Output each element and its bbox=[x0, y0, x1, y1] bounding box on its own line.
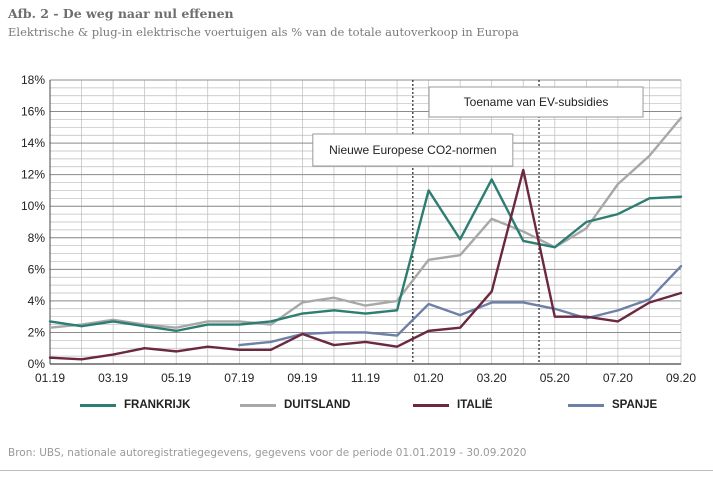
legend-swatch bbox=[80, 403, 116, 407]
x-tick-label: 05.19 bbox=[161, 371, 191, 385]
legend-item: DUITSLAND bbox=[240, 397, 350, 413]
annotation-label: Toename van EV-subsidies bbox=[464, 95, 609, 109]
series-line-itali bbox=[48, 168, 683, 361]
series-line-spanje bbox=[238, 264, 683, 347]
figure-title: Afb. 2 - De weg naar nul effenen bbox=[8, 6, 234, 21]
legend-label: DUITSLAND bbox=[284, 399, 351, 411]
series-line-frankrijk bbox=[48, 178, 683, 333]
legend-swatch bbox=[413, 403, 449, 407]
x-tick-label: 03.19 bbox=[98, 371, 128, 385]
annotation-box bbox=[312, 133, 514, 167]
x-tick-label: 07.19 bbox=[224, 371, 254, 385]
x-tick-label: 07.20 bbox=[603, 371, 633, 385]
legend-item: SPANJE bbox=[568, 397, 657, 413]
y-tick-label: 6% bbox=[28, 262, 46, 276]
legend-swatch bbox=[240, 403, 276, 407]
y-tick-label: 10% bbox=[21, 199, 45, 213]
figure-subtitle: Elektrische & plug-in elektrische voertu… bbox=[8, 25, 519, 39]
legend-item: ITALIË bbox=[413, 397, 493, 413]
x-tick-label: 09.19 bbox=[287, 371, 317, 385]
x-tick-label: 01.19 bbox=[35, 371, 65, 385]
x-tick-label: 01.20 bbox=[414, 371, 444, 385]
x-tick-label: 09.20 bbox=[666, 371, 696, 385]
x-tick-label: 05.20 bbox=[540, 371, 570, 385]
y-tick-label: 12% bbox=[21, 168, 45, 182]
bottom-divider bbox=[0, 470, 713, 471]
y-tick-label: 8% bbox=[28, 231, 46, 245]
legend-swatch bbox=[568, 403, 604, 407]
legend-label: FRANKRIJK bbox=[124, 399, 191, 411]
x-tick-label: 11.19 bbox=[351, 371, 380, 385]
y-tick-label: 2% bbox=[28, 325, 46, 339]
y-tick-label: 4% bbox=[28, 294, 46, 308]
chart-legend: FRANKRIJK DUITSLAND ITALIË SPANJE bbox=[80, 397, 700, 413]
series-line-duitsland bbox=[48, 116, 683, 329]
legend-item: FRANKRIJK bbox=[80, 397, 190, 413]
annotation-box bbox=[428, 86, 644, 118]
legend-label: ITALIË bbox=[457, 399, 493, 411]
y-tick-label: 14% bbox=[21, 136, 45, 150]
legend-label: SPANJE bbox=[612, 399, 658, 411]
source-note: Bron: UBS, nationale autoregistratiegege… bbox=[8, 447, 527, 459]
y-tick-label: 16% bbox=[21, 105, 45, 119]
y-tick-label: 0% bbox=[28, 357, 46, 371]
annotation-label: Nieuwe Europese CO2-normen bbox=[329, 143, 496, 157]
x-tick-label: 03.20 bbox=[477, 371, 507, 385]
y-tick-label: 18% bbox=[21, 73, 45, 87]
